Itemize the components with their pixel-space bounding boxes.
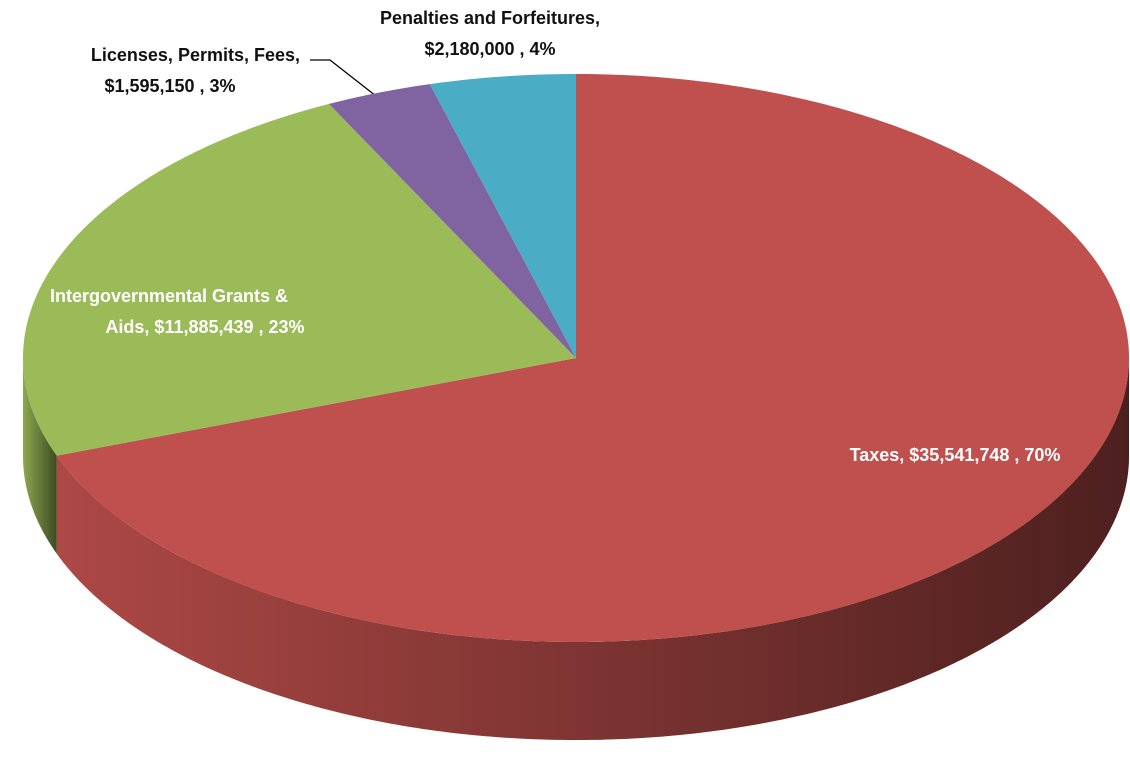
data-label: Penalties and Forfeitures,	[380, 8, 600, 28]
slice	[328, 84, 576, 358]
data-label: $1,595,150 , 3%	[104, 76, 235, 96]
slice-side-shade	[56, 358, 1130, 740]
data-label: Intergovernmental Grants &	[50, 286, 288, 306]
data-label: $2,180,000 , 4%	[424, 39, 555, 59]
slice	[56, 74, 1129, 642]
slice	[23, 103, 576, 456]
slice-side-shade	[23, 358, 57, 554]
data-label: Taxes, $35,541,748 , 70%	[850, 445, 1061, 465]
data-label: Licenses, Permits, Fees,	[91, 45, 300, 65]
leader-line	[310, 59, 377, 97]
slice	[429, 74, 576, 358]
data-label: Aids, $11,885,439 , 23%	[105, 317, 304, 337]
